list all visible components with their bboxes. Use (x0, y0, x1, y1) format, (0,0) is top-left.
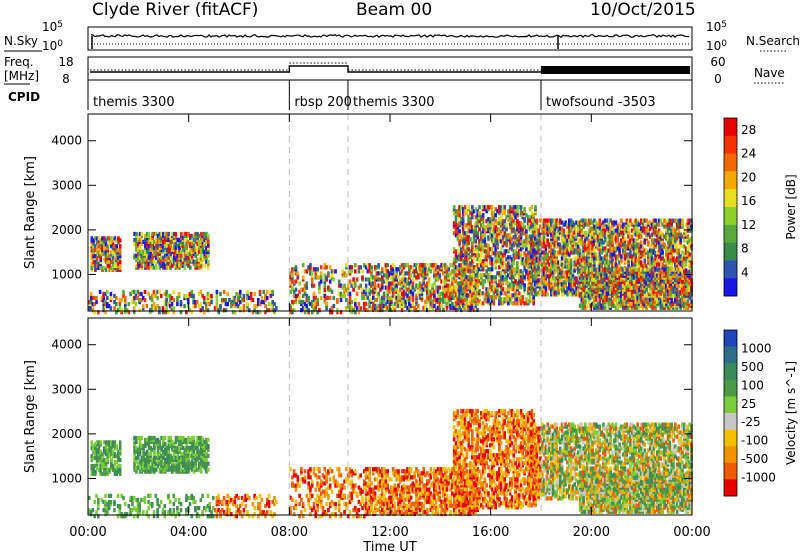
colorbar-swatch-1 (724, 135, 737, 154)
cpid-label: CPID (8, 90, 40, 104)
colorbar-swatch-2 (724, 363, 737, 381)
colorbar: 1000 500 100 25 -25 -100 -500 -1000 Velocity [m … (723, 329, 798, 497)
nave-tick-top: 60 (710, 55, 725, 69)
colorbar-tick-3: 25 (741, 397, 756, 411)
colorbar-swatch-0 (724, 118, 737, 137)
colorbar-frame (723, 329, 738, 497)
ytick-label-0: 1000 (51, 471, 82, 485)
nsky-panel (87, 26, 693, 51)
colorbar-swatch-4 (724, 189, 737, 208)
ylabel: Slant Range [km] (23, 360, 38, 473)
rti-panel-power: 1000 2000 3000 4000 Slant Range [km] 4 8 12 16 20… (23, 113, 798, 315)
colorbar-swatch-0 (724, 330, 737, 347)
colorbar-swatch-6 (724, 429, 737, 447)
colorbar-tick-4: -25 (741, 415, 761, 429)
nave-label: Nave (754, 66, 785, 80)
colorbar-tick-0: 1000 (741, 341, 772, 355)
header-beam: Beam 00 (356, 0, 433, 20)
ytick-label-0: 1000 (51, 267, 82, 281)
cpid-label-1: rbsp 200 (294, 95, 352, 110)
ytick-label-3: 4000 (51, 134, 82, 148)
header-station: Clyde River (fitACF) (92, 0, 259, 20)
ytick-label-2: 3000 (51, 382, 82, 396)
colorbar-swatch-4 (724, 396, 737, 414)
freq-unit-label: [MHz] (4, 69, 39, 83)
colorbar-tick-5: -100 (741, 434, 768, 448)
nsky-tick-bottom: 100 (42, 39, 63, 53)
ytick-label-1: 2000 (51, 427, 82, 441)
header-date: 10/Oct/2015 (590, 0, 696, 20)
nave-trace (90, 62, 690, 71)
nsky-rtick-bottom: 100 (706, 39, 727, 53)
nsky-trace (90, 33, 690, 39)
nsky-tick-top: 105 (42, 20, 63, 34)
xtick-label-0: 00:00 (69, 525, 106, 540)
ytick-label-3: 4000 (51, 338, 82, 352)
xtick-label-1: 04:00 (170, 525, 207, 540)
xlabel: Time UT (362, 540, 416, 554)
twofsound-freq-band (541, 66, 690, 74)
colorbar-tick-6: 28 (741, 123, 756, 137)
colorbar-frame (723, 117, 738, 297)
colorbar-label: Power [dB] (784, 174, 798, 239)
xtick-label-5: 20:00 (573, 525, 610, 540)
colorbar-swatch-5 (724, 207, 737, 226)
colorbar-tick-2: 12 (741, 218, 756, 232)
colorbar-swatch-7 (724, 242, 737, 261)
colorbar-swatch-1 (724, 346, 737, 364)
nsky-label: N.Sky (4, 34, 38, 48)
colorbar-swatch-7 (724, 446, 737, 464)
colorbar-swatch-9 (724, 278, 737, 297)
freq-tick-bottom: 8 (62, 72, 70, 86)
colorbar-tick-7: -1000 (741, 471, 776, 485)
freq-label: Freq. (4, 55, 34, 69)
nsearch-label: N.Search (746, 34, 800, 48)
colorbar-tick-4: 20 (741, 170, 756, 184)
cpid-label-2: themis 3300 (353, 95, 435, 110)
colorbar-swatch-6 (724, 224, 737, 243)
colorbar-tick-1: 8 (741, 242, 749, 256)
colorbar-tick-1: 500 (741, 360, 764, 374)
colorbar-tick-6: -500 (741, 452, 768, 466)
freq-panel (87, 56, 693, 81)
colorbar-tick-0: 4 (741, 265, 749, 279)
colorbar-swatch-3 (724, 171, 737, 190)
colorbar-swatch-8 (724, 462, 737, 480)
colorbar-tick-2: 100 (741, 378, 764, 392)
colorbar-label: Velocity [m s^-1] (784, 361, 798, 465)
cpid-label-3: twofsound -3503 (546, 95, 656, 110)
colorbar-swatch-3 (724, 379, 737, 397)
colorbar: 4 8 12 16 20 24 28 Power [dB] (723, 117, 798, 297)
colorbar-swatch-8 (724, 260, 737, 279)
xtick-label-3: 12:00 (371, 525, 408, 540)
colorbar-swatch-5 (724, 413, 737, 430)
ylabel: Slant Range [km] (23, 156, 38, 269)
freq-tick-top: 18 (58, 55, 73, 69)
colorbar-swatch-9 (724, 479, 737, 497)
freq-trace (90, 65, 690, 73)
colorbar-tick-3: 16 (741, 194, 756, 208)
xtick-label-4: 16:00 (472, 525, 509, 540)
xtick-label-2: 08:00 (271, 525, 308, 540)
nsky-rtick-top: 105 (706, 20, 727, 34)
nave-tick-bottom: 0 (714, 72, 722, 86)
cpid-label-0: themis 3300 (93, 95, 175, 110)
ytick-label-1: 2000 (51, 223, 82, 237)
ytick-label-2: 3000 (51, 178, 82, 192)
colorbar-tick-5: 24 (741, 147, 756, 161)
xtick-label-6: 00:00 (673, 525, 710, 540)
colorbar-swatch-2 (724, 153, 737, 172)
